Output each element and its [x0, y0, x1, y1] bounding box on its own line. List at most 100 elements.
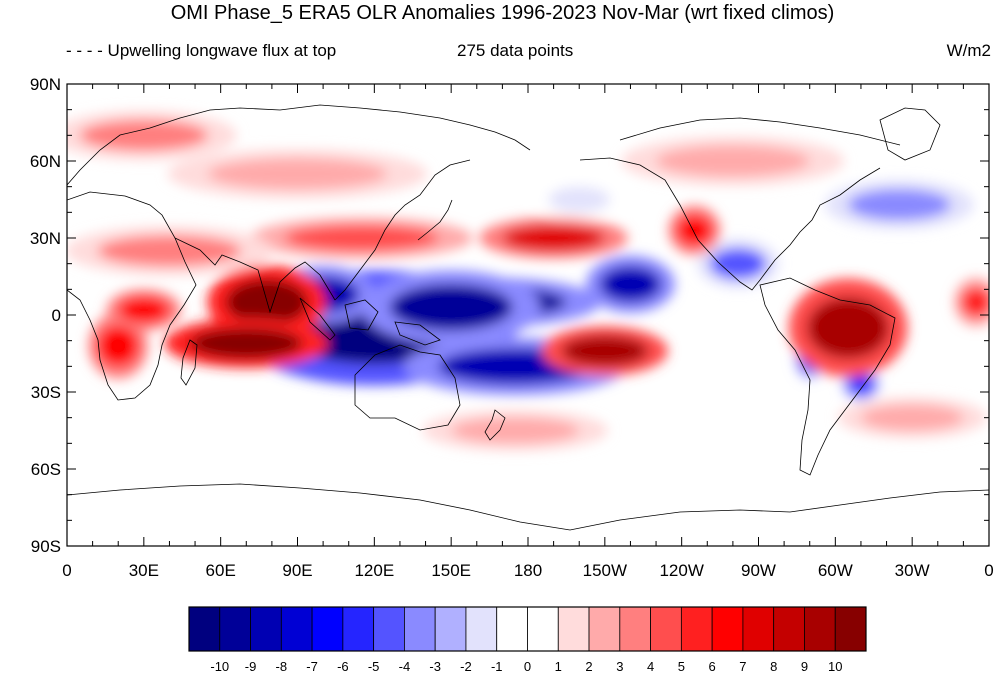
anomaly-core — [79, 119, 208, 151]
lon-tick-label: 150E — [431, 561, 471, 580]
anomaly-core — [143, 430, 247, 457]
anomaly-core — [502, 225, 605, 251]
anomaly-core — [284, 225, 439, 251]
anomaly-core — [451, 417, 580, 444]
lon-tick-label: 120E — [354, 561, 394, 580]
anomaly-core — [960, 286, 989, 318]
lon-tick-label: 90W — [741, 561, 776, 580]
colorbar — [188, 606, 867, 652]
anomaly-core — [189, 327, 303, 359]
lat-tick-label: 30S — [31, 383, 61, 402]
colorbar-swatch — [619, 606, 651, 652]
colorbar-swatch — [188, 606, 221, 652]
lat-tick-label: 90S — [31, 537, 61, 556]
colorbar-tick-label: -5 — [368, 659, 380, 674]
colorbar-swatch — [711, 606, 744, 652]
colorbar-swatch — [742, 606, 775, 652]
anomaly-core — [118, 297, 170, 323]
colorbar-swatch — [804, 606, 836, 652]
colorbar-tick-label: 1 — [555, 659, 562, 674]
coastline-australia — [354, 344, 461, 431]
colorbar-swatch — [373, 606, 405, 652]
colorbar-swatch — [280, 606, 313, 652]
lat-tick-label: 30N — [30, 229, 61, 248]
colorbar-tick-label: -1 — [491, 659, 503, 674]
latitude-labels: 90N 60N 30N 0 30S 60S 90S — [30, 75, 61, 556]
anomaly-core — [848, 374, 874, 395]
longitude-labels: 0 30E 60E 90E 120E 150E 180 150W 120W 90W 60W 30W 0 — [62, 561, 993, 580]
units-label: W/m2 — [946, 41, 991, 60]
colorbar-swatch — [496, 606, 528, 652]
colorbar-swatch — [773, 606, 805, 652]
lon-tick-label: 30W — [895, 561, 930, 580]
anomaly-core — [389, 284, 513, 331]
coastline-madagascar — [180, 339, 198, 386]
anomaly-core — [97, 325, 139, 367]
colorbar-tick-label: 4 — [647, 659, 654, 674]
lat-tick-label: 60N — [30, 152, 61, 171]
colorbar-tick-label: 0 — [524, 659, 531, 674]
anomaly-core — [676, 214, 713, 246]
colorbar-tick-label: 8 — [770, 659, 777, 674]
lon-tick-label: 90E — [282, 561, 312, 580]
colorbar-tick-label: 10 — [828, 659, 842, 674]
coastline-south-asia — [174, 237, 336, 314]
colorbar-labels: -10 -9 -8 -7 -6 -5 -4 -3 -2 -1 0 1 2 3 4 5 6 7 8 9 10 — [210, 659, 842, 674]
colorbar-swatch — [588, 606, 621, 652]
colorbar-swatch — [434, 606, 467, 652]
colorbar-tick-label: -7 — [306, 659, 318, 674]
colorbar-swatch — [311, 606, 344, 652]
colorbar-tick-label: 5 — [678, 659, 685, 674]
anomaly-core — [848, 189, 951, 221]
anomaly-core — [656, 145, 810, 177]
colorbar-tick-label: -2 — [460, 659, 472, 674]
anomaly-core — [599, 266, 662, 303]
coastline-new-zealand — [484, 409, 506, 441]
colorbar-frame — [188, 606, 867, 652]
lon-tick-label: 60E — [206, 561, 236, 580]
colorbar-tick-label: 3 — [616, 659, 623, 674]
lon-tick-label: 60W — [818, 561, 853, 580]
colorbar-tick-label: 9 — [801, 659, 808, 674]
colorbar-tick-label: -4 — [399, 659, 411, 674]
colorbar-tick-label: 6 — [709, 659, 716, 674]
coastline-greenland — [879, 107, 941, 161]
coastline-south-america — [759, 277, 896, 476]
anomaly-core — [225, 279, 308, 326]
anomaly-core — [548, 186, 610, 213]
coastline-eurasia-north — [67, 104, 531, 186]
variable-description: - - - - Upwelling longwave flux at top — [66, 41, 337, 60]
colorbar-tick-label: -3 — [429, 659, 441, 674]
data-point-count: 275 data points — [457, 41, 574, 60]
map-title: OMI Phase_5 ERA5 OLR Anomalies 1996-2023… — [170, 2, 835, 24]
lon-tick-label: 180 — [514, 561, 542, 580]
coastline-africa — [67, 191, 197, 401]
coastline-new-guinea — [394, 321, 441, 346]
colorbar-swatch — [404, 606, 436, 652]
colorbar-swatch — [680, 606, 713, 652]
colorbar-tick-label: -10 — [210, 659, 229, 674]
colorbar-tick-label: -6 — [337, 659, 349, 674]
anomaly-core — [860, 404, 964, 431]
colorbar-swatch — [465, 606, 498, 652]
coastline-east-asia — [334, 159, 471, 301]
coastline-sumatra — [299, 297, 336, 341]
lat-tick-label: 90N — [30, 75, 61, 94]
map-panel — [66, 83, 990, 547]
anomaly-core — [207, 158, 388, 190]
lat-tick-label: 0 — [52, 306, 61, 325]
anomaly-core — [709, 248, 767, 280]
coastline-borneo — [344, 299, 379, 331]
coastline-north-america — [579, 157, 881, 291]
axis-ticks — [66, 83, 990, 547]
colorbar-tick-label: -8 — [276, 659, 288, 674]
lon-tick-label: 30E — [129, 561, 159, 580]
colorbar-swatch — [650, 606, 682, 652]
lon-tick-label: 150W — [583, 561, 627, 580]
colorbar-swatch — [527, 606, 559, 652]
colorbar-tick-label: -9 — [245, 659, 257, 674]
colorbar-swatch — [219, 606, 251, 652]
coastline-arctic-canada — [619, 117, 901, 146]
anomaly-core — [807, 297, 890, 359]
